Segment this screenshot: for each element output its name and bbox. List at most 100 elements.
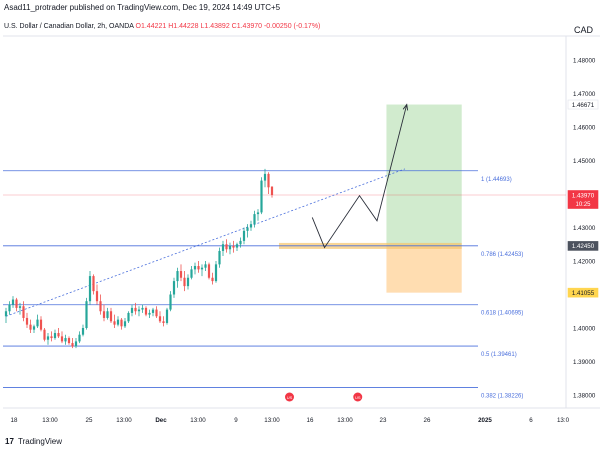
price-tick-label: 1.48000 (573, 58, 596, 65)
price-tag-entry (567, 241, 599, 251)
candle-body (18, 306, 22, 308)
candle-body (88, 276, 92, 302)
time-tick-label: 2025 (478, 417, 492, 424)
time-tick-label: 25 (86, 417, 93, 424)
symbol-name[interactable]: U.S. Dollar / Canadian Dollar, 2h, OANDA (4, 23, 134, 30)
candle-body (85, 301, 88, 328)
candle-body (130, 307, 134, 313)
price-tag-countdown: 10:25 (575, 202, 591, 208)
price-tick-label: 1.39000 (573, 359, 596, 366)
candle-body (39, 319, 43, 330)
event-flag-label: US (287, 395, 293, 400)
candle-body (144, 307, 148, 315)
loss-zone (386, 245, 462, 293)
candle-body (225, 244, 228, 250)
candle-body (25, 317, 29, 325)
candle-body (53, 333, 57, 339)
candle-body (92, 276, 95, 292)
time-tick-label: 23 (380, 417, 387, 424)
candle-body (218, 250, 221, 265)
symbol-header: U.S. Dollar / Canadian Dollar, 2h, OANDA… (4, 23, 320, 30)
candle-body (242, 230, 246, 241)
candle-body (186, 277, 190, 287)
candle-body (123, 321, 127, 327)
candle-body (120, 319, 123, 327)
price-tag-target (567, 99, 599, 110)
fib-level-label: 0.786 (1.42453) (481, 252, 523, 258)
event-flag-icon (353, 392, 363, 402)
candle-body (116, 319, 120, 325)
candle-body (221, 244, 225, 251)
candle-body (228, 245, 232, 250)
time-tick-label: 13:0 (557, 417, 570, 424)
candle-body (193, 266, 197, 270)
candle-body (106, 311, 109, 318)
candle-body (43, 329, 46, 340)
candle-body (134, 307, 137, 312)
time-tick-label: 6 (529, 417, 533, 424)
price-tag-last (567, 190, 599, 209)
candle-body (256, 212, 260, 215)
candle-body (249, 224, 253, 228)
trendline (5, 168, 406, 317)
candle-body (253, 214, 256, 225)
candle-body (190, 269, 193, 278)
time-tick-label: 26 (424, 417, 431, 424)
candle-body (148, 312, 151, 315)
candle-body (29, 324, 32, 330)
price-tag-label: 1.41055 (572, 290, 595, 297)
price-tag-label: 1.46671 (572, 102, 595, 109)
candle-body (155, 309, 158, 317)
candle-body (172, 281, 176, 295)
price-tick-label: 1.43000 (573, 225, 596, 232)
profit-zone (386, 104, 462, 246)
candle-body (263, 173, 267, 181)
candle-body (99, 301, 102, 312)
price-tick-label: 1.40000 (573, 326, 596, 333)
candle-body (204, 264, 207, 268)
candle-body (235, 244, 239, 248)
candle-body (162, 321, 165, 323)
candle-body (211, 277, 214, 282)
candle-body (267, 173, 270, 188)
logo-mark: 17 (5, 437, 14, 446)
event-flag-icon (285, 392, 294, 402)
price-tag-stop (567, 287, 599, 298)
candle-body (127, 312, 130, 322)
candle-body (239, 240, 242, 245)
time-tick-label: 18 (11, 417, 18, 424)
time-tick-label: 13:00 (190, 417, 206, 424)
candle-body (151, 309, 155, 313)
time-tick-label: 13:00 (116, 417, 132, 424)
candle-body (74, 341, 78, 347)
fib-level-label: 0.618 (1.40695) (481, 311, 523, 317)
candle-body (207, 264, 211, 278)
time-tick-label: 13:00 (264, 417, 280, 424)
price-tick-label: 1.46000 (573, 125, 596, 132)
candle-body (232, 245, 235, 248)
candle-body (179, 271, 183, 278)
candle-body (169, 294, 172, 310)
candle-body (137, 309, 141, 312)
candle-body (214, 264, 218, 282)
candle-body (176, 271, 179, 282)
candle-body (109, 311, 113, 322)
candle-body (36, 319, 39, 327)
candle-body (246, 227, 249, 231)
candle-body (260, 180, 263, 213)
tradingview-logo: 17 TradingView (5, 437, 62, 446)
candle-body (81, 328, 85, 335)
candle-body (270, 186, 274, 196)
candle-body (197, 266, 200, 270)
price-tag-label: 1.43970 (572, 192, 595, 199)
candle-body (57, 333, 60, 337)
currency-label[interactable]: CAD (574, 25, 594, 35)
candle-body (113, 321, 116, 325)
candle-body (15, 299, 18, 308)
time-tick-label: 13:00 (337, 417, 353, 424)
fib-level-label: 0.5 (1.39461) (481, 352, 517, 358)
candle-body (67, 338, 71, 344)
logo-text: TradingView (17, 437, 63, 446)
price-tick-label: 1.47000 (573, 91, 596, 98)
